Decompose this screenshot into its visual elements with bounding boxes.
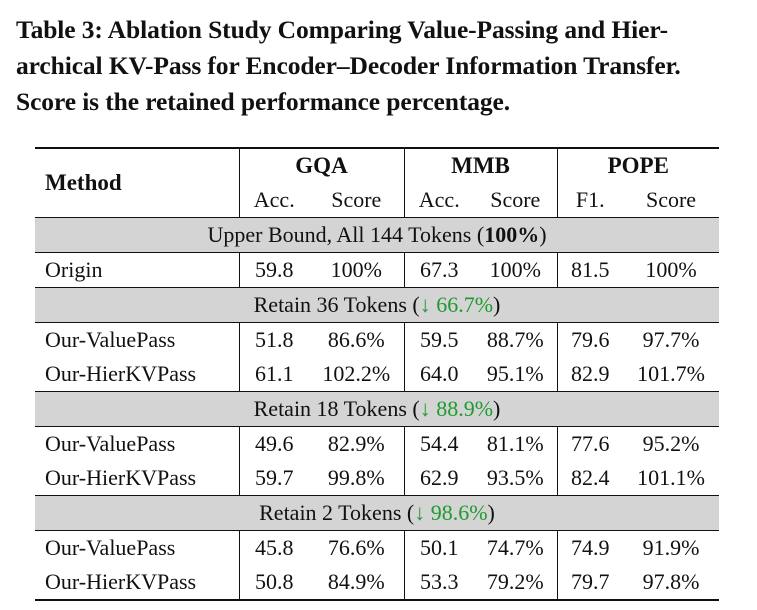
value-cell: 93.5% [486, 465, 544, 490]
value-cell: 59.5 [403, 322, 474, 357]
method-cell: Our-HierKVPass [45, 465, 197, 490]
value-cell: 79.2% [474, 565, 557, 601]
value-cell: 59.8 [238, 252, 309, 288]
section-highlight: ↓ 98.6% [414, 500, 488, 525]
value-cell: 62.9 [403, 461, 474, 496]
subheader-mmb-acc: Acc. [403, 183, 474, 218]
value-cell: 82.9% [327, 431, 385, 456]
caption-line-1: Table 3: Ablation Study Comparing Value-… [16, 15, 669, 44]
method-cell: Our-ValuePass [45, 535, 176, 560]
value-cell: 99.8% [327, 465, 385, 490]
group-header-mmb: MMB [403, 147, 557, 183]
value-cell: 74.7% [486, 535, 544, 560]
group-header-pope: POPE [556, 147, 719, 183]
value-cell: 101.1% [637, 465, 705, 490]
group-header-gqa: GQA [238, 147, 404, 183]
value-cell: 91.9% [642, 535, 700, 560]
value-cell: 82.9 [556, 357, 623, 392]
value-cell: 100% [489, 257, 541, 282]
section-row: Upper Bound, All 144 Tokens (100%) [35, 217, 719, 253]
method-cell: Origin [45, 257, 103, 282]
section-highlight: ↓ 88.9% [419, 396, 494, 421]
value-cell: 81.5 [556, 252, 623, 288]
table-row: Origin 59.8 100% 67.3 100% 81.5 100% [35, 252, 719, 288]
value-cell: 76.6% [327, 535, 385, 560]
value-cell: 54.4 [403, 426, 474, 461]
value-cell: 79.7 [556, 565, 623, 601]
section-label: Retain 36 Tokens ( [253, 292, 420, 317]
subheader-gqa-score: Score [331, 187, 382, 212]
section-label-end: ) [487, 500, 495, 525]
value-cell: 49.6 [238, 426, 309, 461]
ablation-table: Method GQA MMB POPE Acc. Score Acc. Scor… [35, 147, 719, 601]
value-cell: 53.3 [403, 565, 474, 601]
table-row: Our-HierKVPass 59.7 99.8% 62.9 93.5% 82.… [35, 461, 719, 496]
value-cell: 67.3 [403, 252, 474, 288]
table-caption: Table 3: Ablation Study Comparing Value-… [16, 12, 746, 120]
value-cell: 84.9% [309, 565, 404, 601]
section-label-end: ) [493, 396, 501, 421]
value-cell: 79.6 [556, 322, 623, 357]
value-cell: 61.1 [238, 357, 309, 392]
section-highlight: 100% [484, 222, 540, 247]
subheader-gqa-acc: Acc. [238, 183, 309, 218]
value-cell: 101.7% [637, 361, 705, 386]
value-cell: 74.9 [556, 530, 623, 565]
value-cell: 95.2% [642, 431, 700, 456]
table-row: Our-ValuePass 49.6 82.9% 54.4 81.1% 77.6… [35, 426, 719, 461]
value-cell: 100% [645, 257, 697, 282]
subheader-pope-f1: F1. [556, 183, 623, 218]
table-row: Our-ValuePass 51.8 86.6% 59.5 88.7% 79.6… [35, 322, 719, 357]
value-cell: 102.2% [322, 361, 391, 386]
section-row: Retain 2 Tokens (↓ 98.6%) [35, 495, 719, 531]
value-cell: 95.1% [486, 361, 544, 386]
section-label: Retain 2 Tokens ( [259, 500, 415, 525]
caption-line-2: archical KV-Pass for Encoder–Decoder Inf… [16, 51, 681, 80]
value-cell: 100% [330, 257, 382, 282]
section-label-end: ) [493, 292, 501, 317]
section-label: Retain 18 Tokens ( [253, 396, 420, 421]
method-header: Method [35, 147, 239, 218]
value-cell: 88.7% [486, 327, 544, 352]
caption-line-3: Score is the retained performance percen… [16, 87, 511, 116]
value-cell: 59.7 [238, 461, 309, 496]
value-cell: 50.8 [238, 565, 309, 601]
value-cell: 51.8 [238, 322, 309, 357]
method-cell: Our-ValuePass [45, 431, 176, 456]
method-cell: Our-HierKVPass [35, 565, 239, 601]
table-row: Our-ValuePass 45.8 76.6% 50.1 74.7% 74.9… [35, 530, 719, 565]
value-cell: 77.6 [556, 426, 623, 461]
section-highlight: ↓ 66.7% [419, 292, 494, 317]
header-row-groups: Method GQA MMB POPE [35, 147, 719, 218]
value-cell: 50.1 [403, 530, 474, 565]
table-row: Our-HierKVPass 61.1 102.2% 64.0 95.1% 82… [35, 357, 719, 392]
value-cell: 86.6% [327, 327, 385, 352]
value-cell: 64.0 [403, 357, 474, 392]
section-label-end: ) [539, 222, 547, 247]
table-row: Our-HierKVPass 50.8 84.9% 53.3 79.2% 79.… [35, 565, 719, 601]
method-cell: Our-HierKVPass [45, 361, 197, 386]
section-label: Upper Bound, All 144 Tokens ( [207, 222, 485, 247]
method-cell: Our-ValuePass [45, 327, 176, 352]
value-cell: 45.8 [238, 530, 309, 565]
section-row: Retain 36 Tokens (↓ 66.7%) [35, 287, 719, 323]
section-row: Retain 18 Tokens (↓ 88.9%) [35, 391, 719, 427]
subheader-pope-score: Score [645, 187, 697, 212]
header-row-metrics: Acc. Score Acc. Score F1. Score [35, 183, 719, 218]
value-cell: 97.8% [623, 565, 719, 601]
value-cell: 82.4 [556, 461, 623, 496]
value-cell: 97.7% [642, 327, 700, 352]
subheader-mmb-score: Score [490, 187, 541, 212]
value-cell: 81.1% [486, 431, 544, 456]
